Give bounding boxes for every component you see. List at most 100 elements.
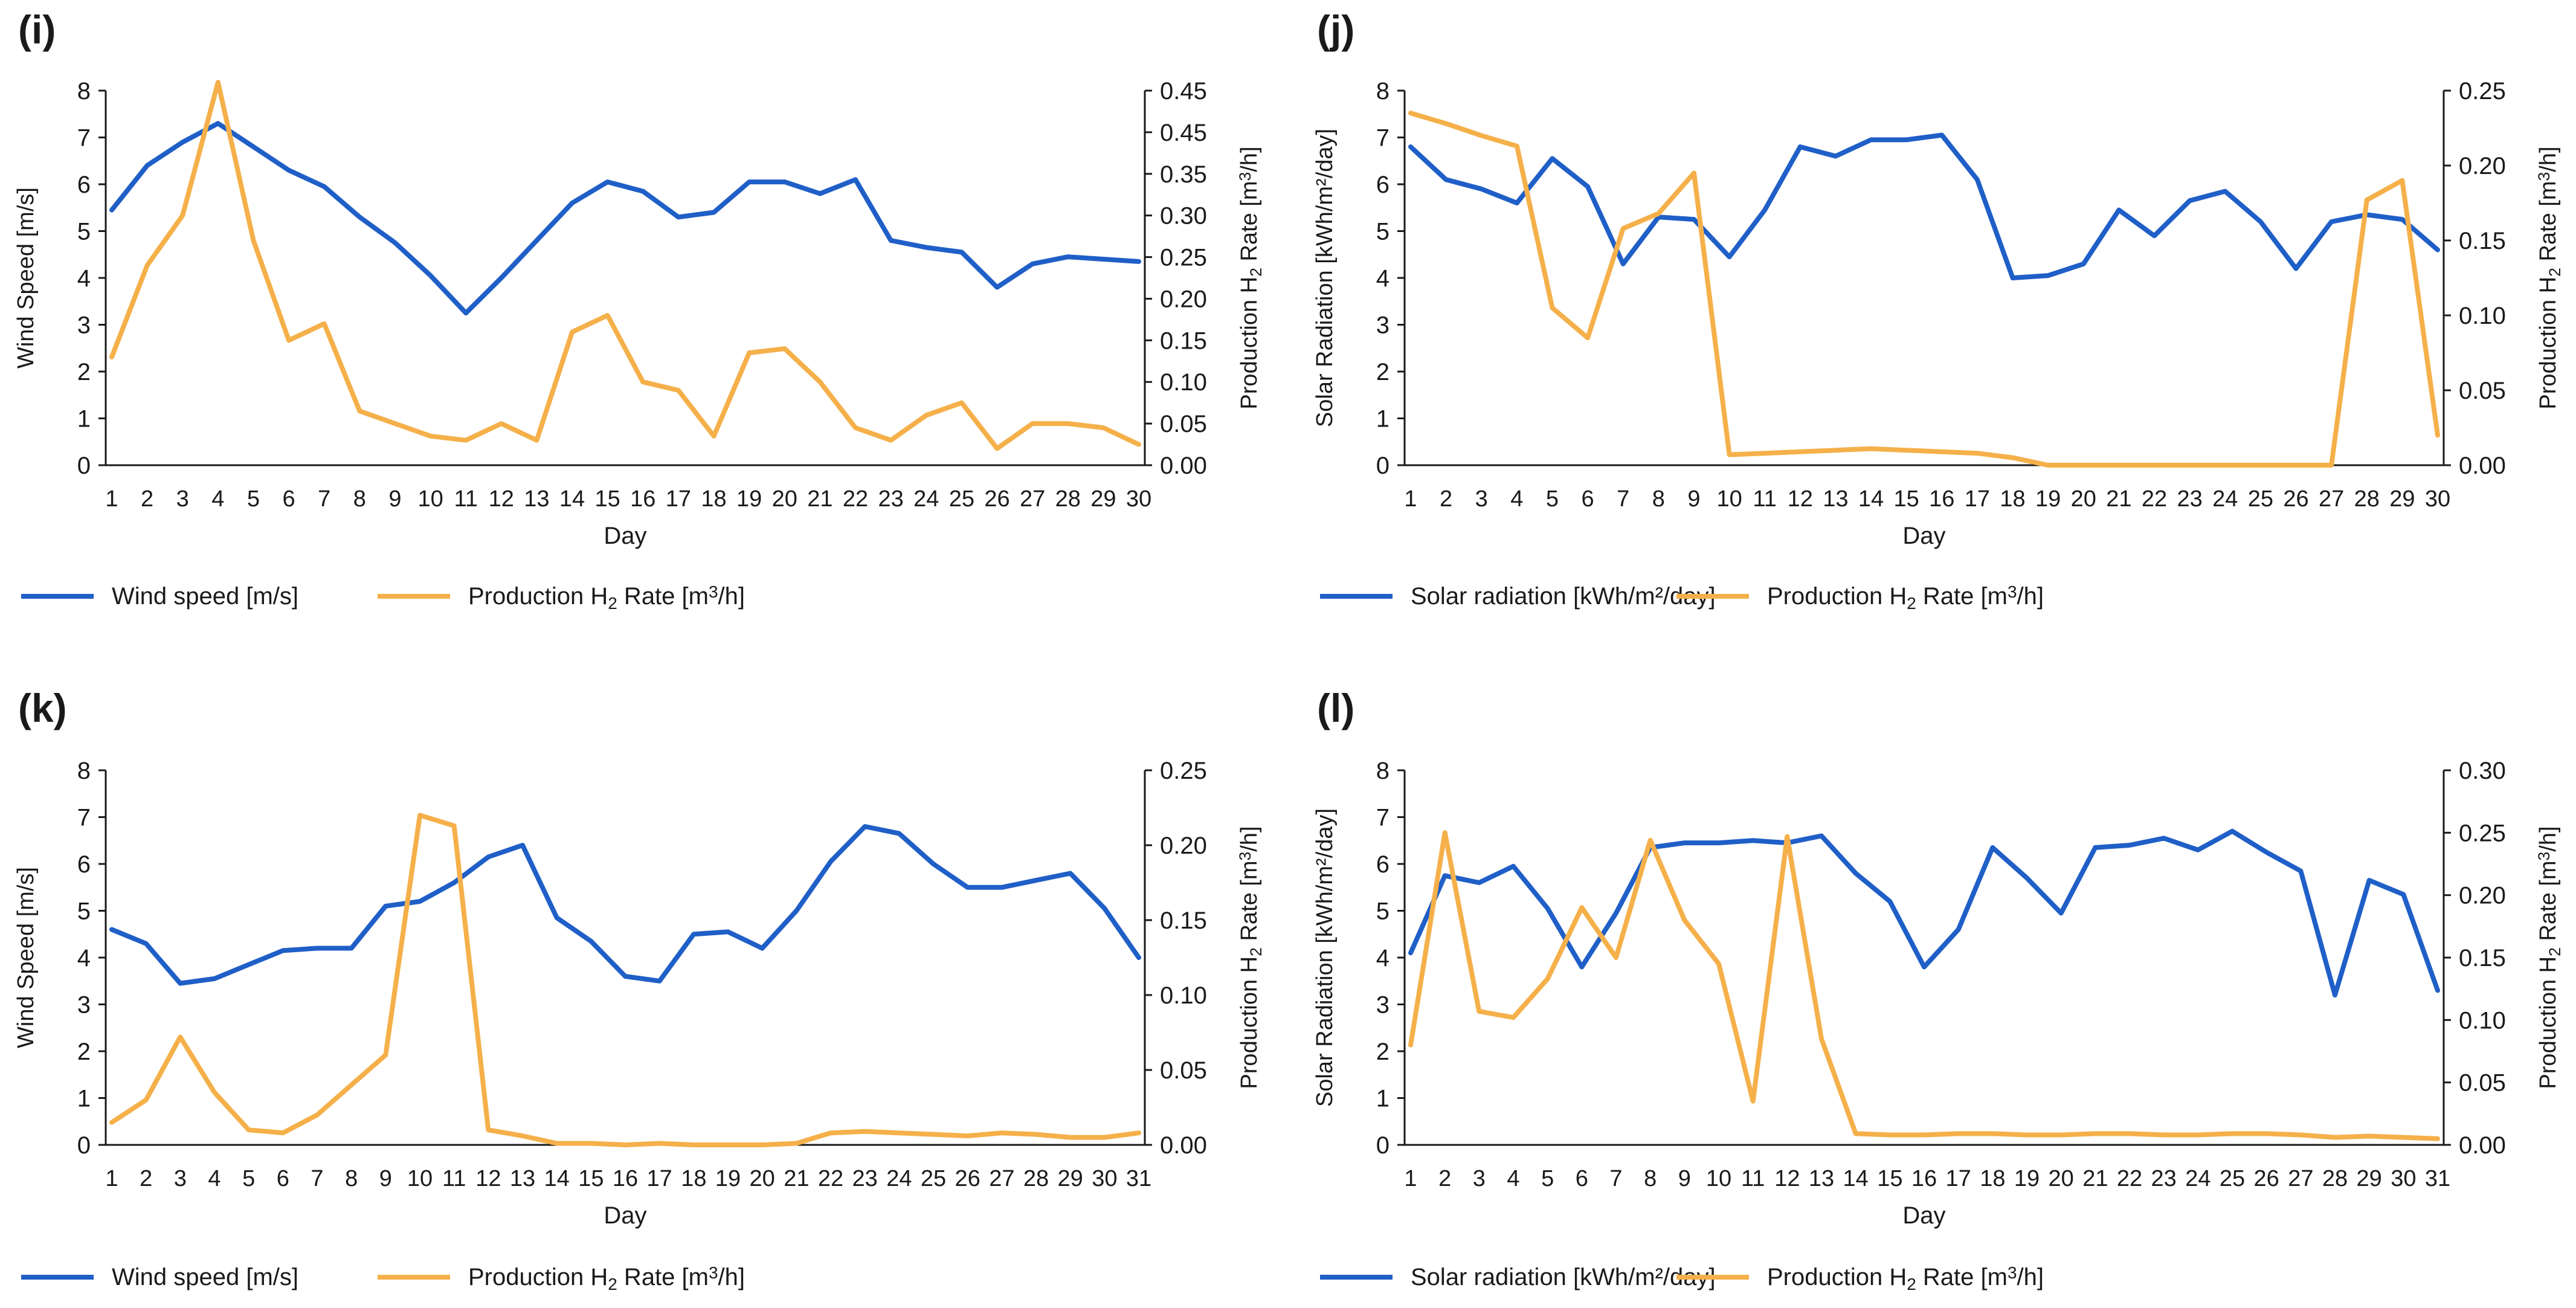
x-tick-label: 27 (2319, 486, 2344, 512)
x-tick-label: 30 (1092, 1166, 1117, 1191)
legend-label: Wind speed [m/s] (112, 1264, 298, 1290)
x-tick-label: 15 (595, 486, 620, 512)
x-tick-label: 26 (955, 1166, 980, 1191)
x-tick-label: 10 (1716, 486, 1742, 512)
right-y-tick-label: 0.30 (1160, 203, 1207, 230)
left-y-tick-label: 2 (77, 1039, 91, 1065)
x-tick-label: 12 (1788, 486, 1813, 512)
right-y-tick-label: 0.25 (1160, 758, 1207, 784)
x-tick-label: 11 (442, 1166, 466, 1191)
left-y-tick-label: 3 (77, 992, 91, 1019)
left-y-axis-label: Solar Radiation [kWh/m²/day] (1312, 129, 1338, 427)
x-tick-label: 11 (1753, 486, 1776, 512)
left-y-tick-label: 7 (1376, 805, 1389, 831)
left-y-tick-label: 3 (1376, 312, 1389, 339)
left-y-tick-label: 7 (1376, 125, 1389, 152)
x-axis-label: Day (604, 523, 646, 549)
left-y-tick-label: 1 (77, 406, 91, 433)
panel-label: (l) (1317, 686, 1354, 730)
left-y-tick-label: 1 (1376, 1086, 1389, 1112)
left-y-tick-label: 6 (1376, 851, 1389, 878)
x-tick-label: 26 (984, 486, 1009, 512)
x-tick-label: 1 (105, 1166, 118, 1191)
x-tick-label: 21 (807, 486, 832, 512)
left-y-tick-label: 0 (1376, 453, 1389, 479)
x-tick-label: 5 (1541, 1166, 1554, 1191)
x-tick-label: 2 (1440, 486, 1452, 512)
x-tick-label: 2 (141, 486, 153, 512)
x-tick-label: 9 (1678, 1166, 1691, 1191)
x-tick-label: 12 (1774, 1166, 1800, 1191)
x-tick-label: 31 (1126, 1166, 1151, 1191)
x-tick-label: 31 (2425, 1166, 2450, 1191)
right-y-tick-label: 0.05 (2459, 1070, 2506, 1097)
x-tick-label: 25 (921, 1166, 946, 1191)
left-y-tick-label: 2 (1376, 359, 1389, 385)
x-tick-label: 26 (2254, 1166, 2279, 1191)
x-tick-label: 19 (736, 486, 762, 512)
right-y-tick-label: 0.00 (2459, 453, 2506, 479)
x-tick-label: 16 (630, 486, 655, 512)
right-y-tick-label: 0.25 (2459, 820, 2506, 846)
x-tick-label: 23 (852, 1166, 878, 1191)
right-y-tick-label: 0.45 (1160, 120, 1207, 146)
x-tick-label: 9 (379, 1166, 392, 1191)
x-tick-label: 1 (105, 486, 118, 512)
right-y-tick-label: 0.25 (2459, 78, 2506, 105)
x-tick-label: 7 (311, 1166, 323, 1191)
x-tick-label: 4 (208, 1166, 221, 1191)
x-tick-label: 4 (1510, 486, 1523, 512)
x-tick-label: 11 (454, 486, 477, 512)
x-tick-label: 3 (176, 486, 189, 512)
x-tick-label: 24 (2212, 486, 2238, 512)
left-y-tick-label: 4 (77, 265, 91, 292)
x-tick-label: 13 (524, 486, 549, 512)
series-line-h2-rate (109, 813, 1141, 1147)
x-tick-label: 3 (1473, 1166, 1486, 1191)
x-tick-label: 27 (989, 1166, 1014, 1191)
x-tick-label: 4 (1507, 1166, 1519, 1191)
right-y-tick-label: 0.10 (1160, 982, 1207, 1009)
left-y-tick-label: 2 (1376, 1039, 1389, 1065)
left-y-tick-label: 7 (77, 125, 91, 152)
x-tick-label: 1 (1404, 1166, 1417, 1191)
x-tick-label: 26 (2283, 486, 2308, 512)
left-y-tick-label: 4 (77, 945, 91, 971)
legend-label: Production H2 Rate [m3/h] (1767, 1263, 2044, 1293)
x-tick-label: 28 (2322, 1166, 2348, 1191)
x-tick-label: 7 (318, 486, 330, 512)
x-tick-label: 17 (647, 1166, 672, 1191)
x-tick-label: 17 (1946, 1166, 1971, 1191)
x-tick-label: 15 (1894, 486, 1919, 512)
chart-panel-1: (i)0123456780.000.050.100.150.200.250.30… (13, 7, 1265, 613)
right-y-tick-label: 0.30 (2459, 758, 2506, 784)
left-y-tick-label: 6 (1376, 172, 1389, 198)
x-tick-label: 15 (1877, 1166, 1902, 1191)
x-tick-label: 18 (1980, 1166, 2005, 1191)
left-y-tick-label: 2 (77, 359, 91, 385)
left-y-tick-label: 3 (77, 312, 91, 339)
x-tick-label: 2 (1438, 1166, 1451, 1191)
x-tick-label: 13 (510, 1166, 535, 1191)
x-tick-label: 20 (772, 486, 797, 512)
chart-panel-4: (l)0123456780.000.050.100.150.200.250.30… (1312, 686, 2564, 1294)
x-tick-label: 14 (544, 1166, 570, 1191)
right-y-tick-label: 0.15 (1160, 327, 1207, 354)
right-y-tick-label: 0.20 (1160, 833, 1207, 859)
right-y-axis-label: Production H2 Rate [m3/h] (2535, 146, 2564, 409)
right-y-tick-label: 0.15 (1160, 907, 1207, 934)
x-tick-label: 27 (2288, 1166, 2313, 1191)
x-tick-label: 28 (2354, 486, 2380, 512)
legend: Wind speed [m/s] Production H2 Rate [m3/h… (21, 582, 745, 613)
x-axis-label: Day (1902, 1202, 1945, 1229)
x-tick-label: 23 (2177, 486, 2203, 512)
x-tick-label: 13 (1823, 486, 1848, 512)
x-tick-label: 5 (242, 1166, 255, 1191)
x-tick-label: 16 (1929, 486, 1954, 512)
left-y-tick-label: 5 (77, 219, 91, 245)
legend-label: Wind speed [m/s] (112, 583, 298, 610)
right-y-tick-label: 0.00 (1160, 453, 1207, 479)
series-line-h2-rate (1408, 830, 2440, 1141)
